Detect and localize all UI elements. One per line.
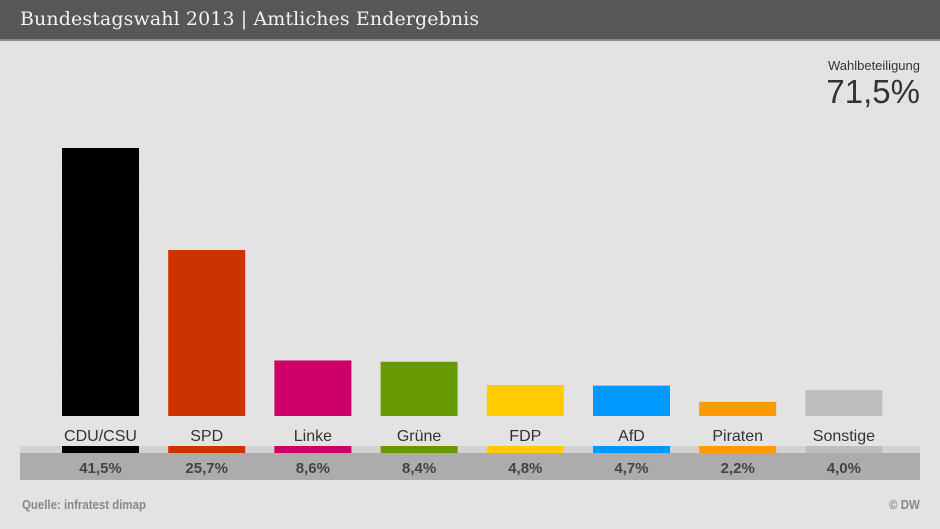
value-strip-top (20, 446, 920, 453)
value-label: 4,7% (614, 460, 648, 477)
bar-fdp (486, 385, 564, 416)
category-label: SPD (190, 428, 223, 445)
color-strip (274, 446, 352, 453)
value-label: 2,2% (721, 460, 755, 477)
color-strip (486, 446, 564, 453)
bar-piraten (699, 401, 777, 416)
bar-spd (168, 250, 246, 416)
turnout-value: 71,5% (826, 73, 920, 110)
color-strip (699, 446, 777, 453)
category-label: AfD (618, 428, 645, 445)
color-strip (380, 446, 458, 453)
category-label: Linke (294, 428, 332, 445)
bar-cdu-csu (62, 148, 139, 416)
bar-sonstige (805, 390, 883, 416)
value-label: 8,4% (402, 460, 436, 477)
color-strip (168, 446, 246, 453)
value-strip (20, 453, 920, 480)
color-strip (805, 446, 883, 453)
bar-gr-ne (380, 361, 458, 416)
value-label: 25,7% (185, 460, 228, 477)
category-label: Piraten (712, 428, 763, 445)
turnout-label: Wahlbeteiligung (827, 58, 920, 73)
color-strip (593, 446, 670, 453)
color-strip (62, 446, 139, 453)
category-label: Grüne (397, 428, 442, 445)
bar-linke (274, 360, 352, 416)
category-label: Sonstige (813, 428, 875, 445)
source-note: Quelle: infratest dimap (22, 497, 146, 512)
header-bar: Bundestagswahl 2013 | Amtliches Endergeb… (0, 0, 940, 41)
chart-title: Bundestagswahl 2013 | Amtliches Endergeb… (20, 8, 480, 30)
copyright-note: © DW (889, 497, 920, 512)
bar-afd (593, 385, 670, 416)
category-label: FDP (509, 428, 541, 445)
value-label: 41,5% (79, 460, 122, 477)
category-label: CDU/CSU (64, 428, 137, 445)
value-label: 4,8% (508, 460, 542, 477)
value-label: 8,6% (296, 460, 330, 477)
value-label: 4,0% (827, 460, 861, 477)
